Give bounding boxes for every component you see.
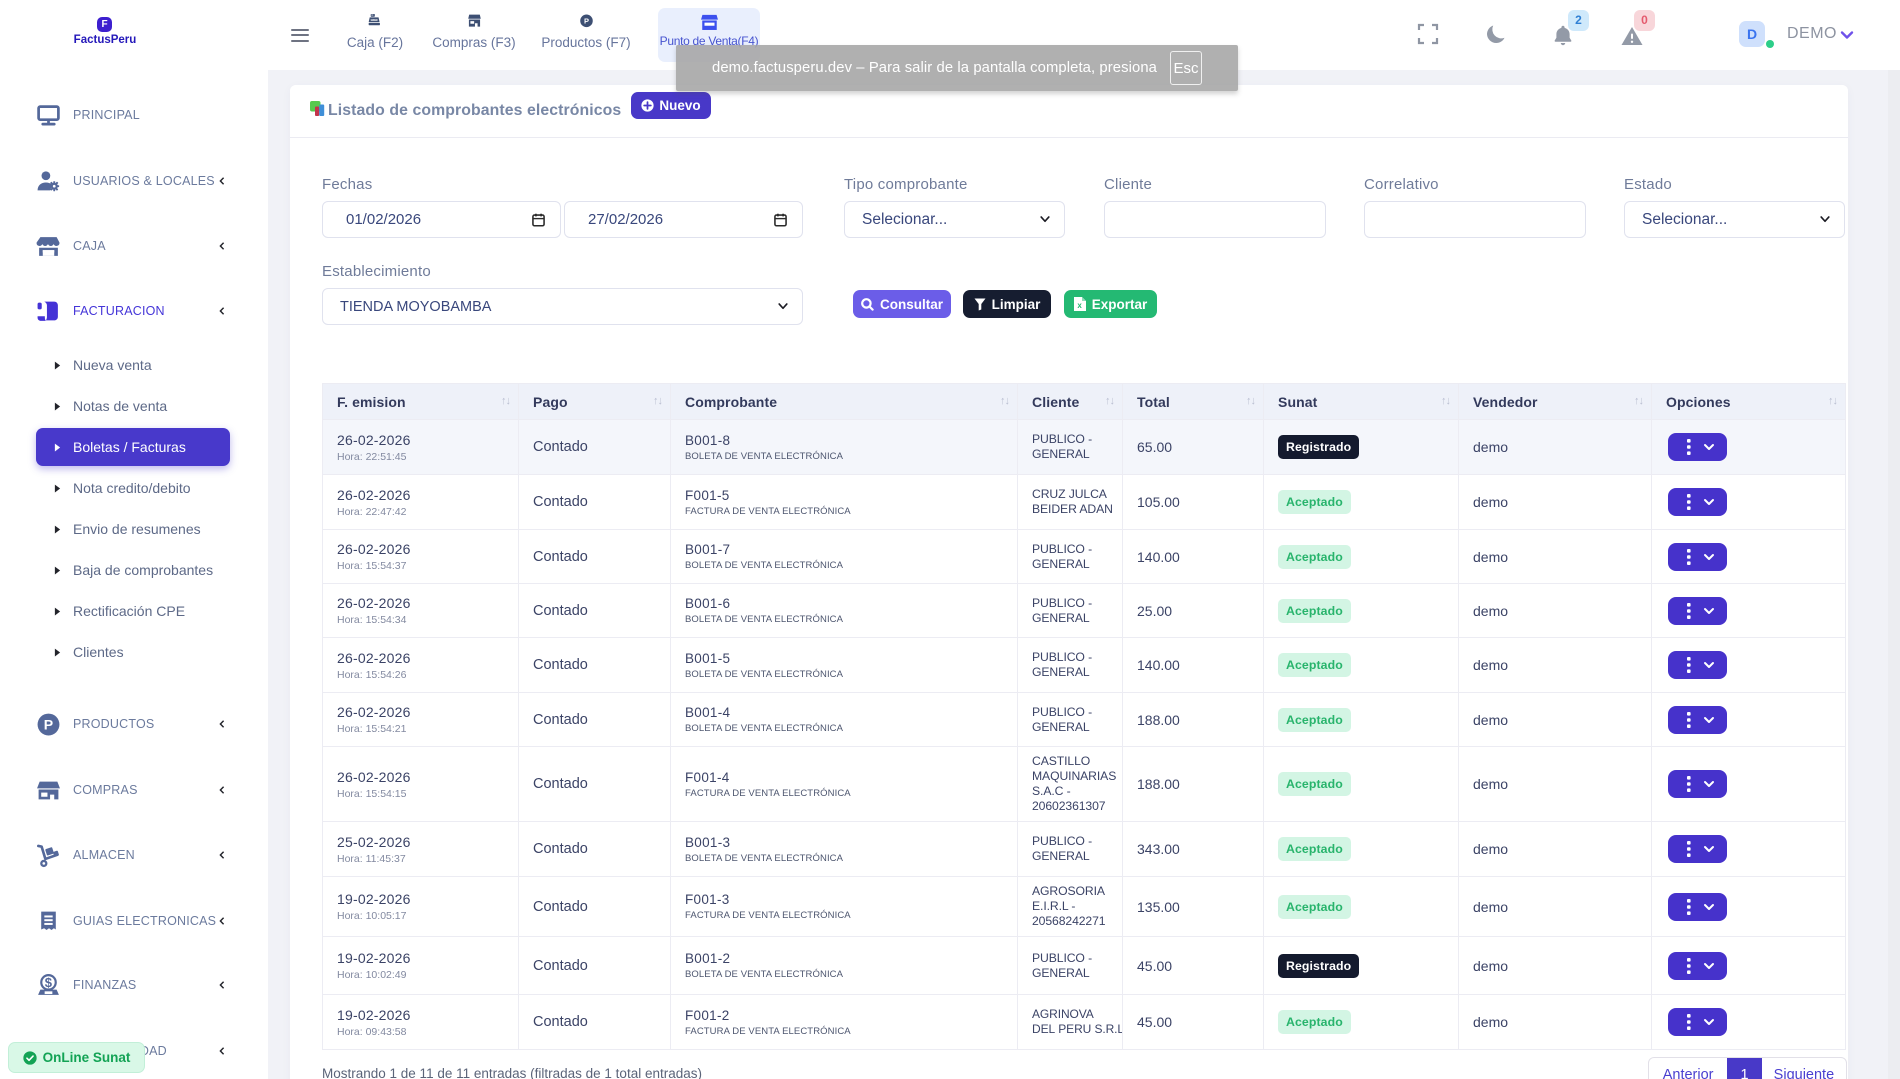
svg-text:$: $ (45, 974, 53, 989)
svg-text:P: P (44, 716, 54, 732)
svg-text:x: x (1077, 301, 1082, 310)
svg-text:P: P (583, 17, 588, 26)
